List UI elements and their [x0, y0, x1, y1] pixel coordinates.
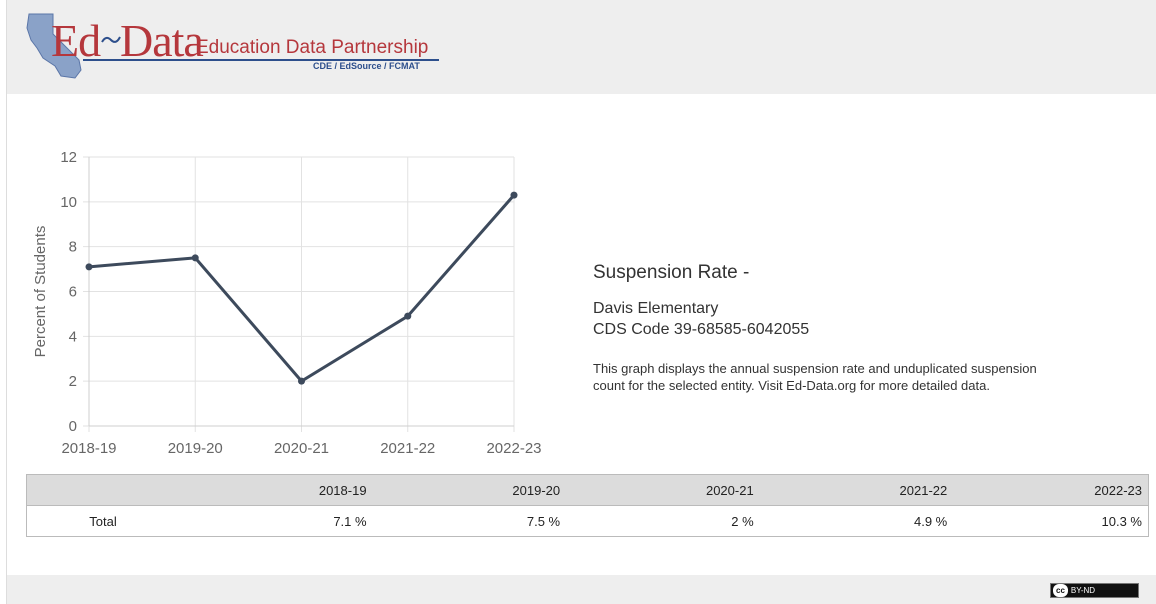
- header: Ed Data Education Data Partnership CDE /…: [7, 0, 1156, 94]
- school-name: Davis Elementary: [593, 300, 719, 317]
- logo-subtext: CDE / EdSource / FCMAT: [313, 61, 420, 71]
- california-map-icon: [26, 13, 82, 79]
- page: Ed Data Education Data Partnership CDE /…: [6, 0, 1156, 604]
- ed-data-logo[interactable]: Ed Data Education Data Partnership CDE /…: [21, 12, 451, 82]
- table-header-cell: 2022-23: [953, 474, 1149, 506]
- data-point: [404, 312, 412, 320]
- suspension-data-table: 2018-19 2019-20 2020-21 2021-22 2022-23 …: [26, 474, 1149, 537]
- table-header-cell: 2018-19: [179, 474, 373, 506]
- logo-ed-text: Ed: [51, 15, 101, 66]
- x-tick-label: 2021-22: [380, 440, 435, 457]
- logo-underline: [83, 59, 439, 61]
- footer: cc BY-ND: [7, 575, 1156, 604]
- y-tick-label: 4: [69, 328, 77, 345]
- data-point: [85, 263, 93, 271]
- y-tick-label: 12: [60, 149, 77, 166]
- cds-code: CDS Code 39-68585-6042055: [593, 321, 810, 338]
- table-cell: 2 %: [731, 513, 754, 529]
- y-tick-label: 2: [69, 373, 77, 390]
- table-cell: 4.9 %: [914, 513, 948, 529]
- suspension-rate-chart: 0 2 4 6 8 10 12 2018-19 2019-20 2020-21 2021-22 202…: [32, 149, 542, 457]
- info-description: This graph displays the annual suspensio…: [593, 361, 1037, 393]
- table-header-cell: 2019-20: [372, 474, 567, 506]
- y-axis-title: Percent of Students: [32, 226, 49, 358]
- table-cell: 7.1 %: [333, 513, 367, 529]
- creative-commons-badge[interactable]: cc BY-ND: [1050, 583, 1139, 598]
- info-panel: Suspension Rate - Davis Elementary CDS C…: [593, 262, 1053, 394]
- y-tick-label: 8: [69, 239, 77, 256]
- table-header-cell: 2021-22: [759, 474, 954, 506]
- data-point: [510, 191, 518, 199]
- x-tick-label: 2020-21: [274, 440, 329, 457]
- row-label: Total: [89, 513, 117, 529]
- data-point: [191, 254, 199, 262]
- y-tick-label: 10: [60, 194, 77, 211]
- table-cell: 10.3 %: [1101, 513, 1142, 529]
- x-tick-label: 2018-19: [61, 440, 116, 457]
- data-point: [298, 377, 305, 385]
- table-header-row: 2018-19 2019-20 2020-21 2021-22 2022-23: [26, 474, 1149, 506]
- table-cell: 7.5 %: [526, 513, 561, 529]
- license-label: BY-ND: [1070, 586, 1096, 595]
- y-tick-label: 0: [69, 418, 77, 435]
- x-tick-label: 2022-23: [486, 440, 541, 457]
- logo-tilde-icon: [101, 36, 121, 43]
- x-tick-label: 2019-20: [168, 440, 223, 457]
- table-header-cell: [26, 474, 179, 506]
- logo-tagline: Education Data Partnership: [196, 37, 429, 58]
- logo-data-text: Data: [120, 15, 204, 66]
- y-tick-label: 6: [69, 284, 77, 301]
- info-title: Suspension Rate -: [593, 262, 750, 283]
- table-header-cell: 2020-21: [566, 474, 760, 506]
- table-row: Total 7.1 % 7.5 % 2 % 4.9 % 10.3 %: [27, 506, 1149, 537]
- cc-icon: cc: [1053, 584, 1068, 597]
